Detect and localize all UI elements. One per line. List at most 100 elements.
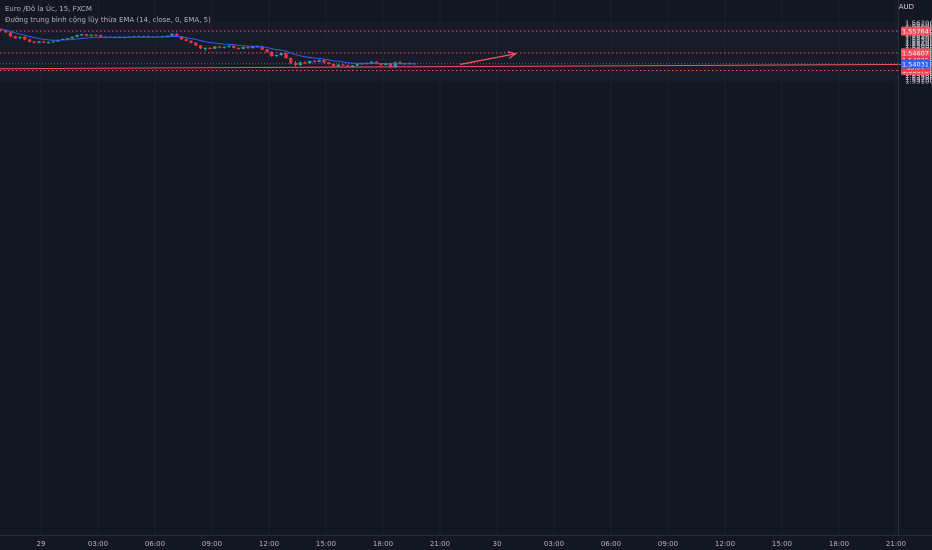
candle-body	[213, 46, 217, 49]
candle-body	[350, 65, 355, 67]
candle-body	[241, 47, 245, 49]
candle-body	[308, 61, 312, 64]
candle-body	[270, 51, 274, 56]
candle-body	[165, 35, 169, 37]
price-tick-label: 1.55500	[905, 33, 932, 41]
level-price-tag-text: 1.55764	[902, 28, 929, 36]
time-tick-label: 03:00	[544, 540, 564, 548]
time-tick-label: 06:00	[601, 540, 621, 548]
candle-body	[331, 63, 336, 67]
candle-body	[341, 64, 345, 66]
candle-body	[251, 46, 255, 49]
ema-price-tag	[901, 59, 930, 69]
candle-body	[46, 42, 51, 44]
time-axis[interactable]: 29 03:00 06:00 09:00 12:00 15:00 18:00 21:00 30 0…	[37, 540, 907, 548]
candle-body	[8, 32, 13, 37]
candle-body	[189, 40, 193, 43]
candle-body	[279, 53, 283, 56]
candle-body	[4, 30, 8, 33]
candle-body	[217, 46, 222, 48]
candle-body	[170, 33, 174, 36]
time-tick-label: 21:00	[430, 540, 450, 548]
price-tick-label: 1.53100	[905, 78, 932, 86]
candle-body	[13, 36, 17, 38]
candle-body	[236, 47, 241, 49]
candle-body	[336, 64, 340, 67]
price-tick-label: 1.55400	[905, 35, 932, 43]
ema-line	[0, 29, 415, 65]
candle-body	[388, 63, 393, 68]
candle-body	[384, 63, 388, 65]
candle-body	[246, 47, 250, 49]
candle-body	[379, 63, 383, 65]
candle-body	[179, 36, 184, 40]
candle-body	[274, 55, 279, 57]
candle-body	[65, 38, 70, 40]
candle-body	[398, 62, 402, 64]
price-tick-label: 1.56200	[905, 20, 932, 28]
candle-body	[75, 35, 79, 37]
time-tick-label: 06:00	[145, 540, 165, 548]
price-tick-label: 1.55200	[905, 38, 932, 46]
candle-body	[94, 34, 98, 36]
candle-body	[227, 46, 231, 48]
candle-body	[70, 36, 74, 39]
candle-body	[312, 61, 317, 63]
candle-body	[18, 36, 22, 38]
candle-body	[198, 45, 203, 49]
time-tick-label: 15:00	[316, 540, 336, 548]
candle-body	[42, 41, 46, 43]
candle-body	[23, 36, 27, 40]
candle-body	[184, 39, 188, 41]
level-price-tag	[901, 26, 930, 36]
candle-body	[194, 42, 198, 46]
candle-body	[355, 64, 359, 66]
candle-body	[99, 35, 103, 38]
time-tick-label: 29	[37, 540, 46, 548]
price-axis-divider	[898, 0, 899, 535]
candle-body	[27, 39, 32, 42]
price-tick-label: 1.53400	[905, 72, 932, 80]
trendline	[0, 63, 932, 70]
candle-body	[89, 34, 93, 36]
price-tick-label: 1.55100	[905, 40, 932, 48]
candle-body	[303, 62, 307, 64]
indicator-title[interactable]: Đường trung bình cộng lũy thừa EMA (14, …	[5, 16, 211, 24]
ema-layer	[0, 29, 415, 65]
symbol-title[interactable]: Euro /Đô la Úc, 15, FXCM	[5, 5, 92, 13]
ema-price-tag-text: 1.54031	[902, 60, 929, 68]
candle-body	[208, 47, 212, 49]
arrow-head	[507, 51, 517, 60]
candle-body	[37, 41, 41, 43]
candle-body	[298, 62, 302, 65]
candle-body	[260, 46, 264, 50]
trendline-layer	[0, 63, 932, 70]
time-tick-label: 15:00	[772, 540, 792, 548]
chart-legend: Euro /Đô la Úc, 15, FXCM Đường trung bìn…	[5, 4, 211, 26]
candle-body	[80, 34, 84, 36]
candle-body	[317, 60, 321, 62]
level-price-tag-text: 1.54607	[902, 49, 929, 57]
price-tick-label: 1.55000	[905, 42, 932, 50]
candle-body	[222, 46, 226, 48]
candle-body	[293, 62, 298, 65]
horizontal-levels	[0, 30, 898, 71]
candle-body	[346, 65, 350, 67]
candle-body	[393, 62, 397, 68]
candle-body	[322, 60, 326, 63]
candle-body	[232, 46, 236, 48]
candle-body	[327, 62, 331, 64]
time-tick-label: 12:00	[715, 540, 735, 548]
price-tick-label: 1.53200	[905, 76, 932, 84]
candle-body	[374, 61, 378, 64]
price-tick-label: 1.55300	[905, 36, 932, 44]
level-price-tag	[901, 48, 930, 58]
candle-body	[32, 41, 36, 43]
candle-body	[61, 38, 65, 40]
price-tick-label: 1.53300	[905, 74, 932, 82]
time-tick-label: 03:00	[88, 540, 108, 548]
candle-body	[84, 34, 89, 36]
time-tick-label: 18:00	[373, 540, 393, 548]
arrow-line	[459, 53, 516, 66]
